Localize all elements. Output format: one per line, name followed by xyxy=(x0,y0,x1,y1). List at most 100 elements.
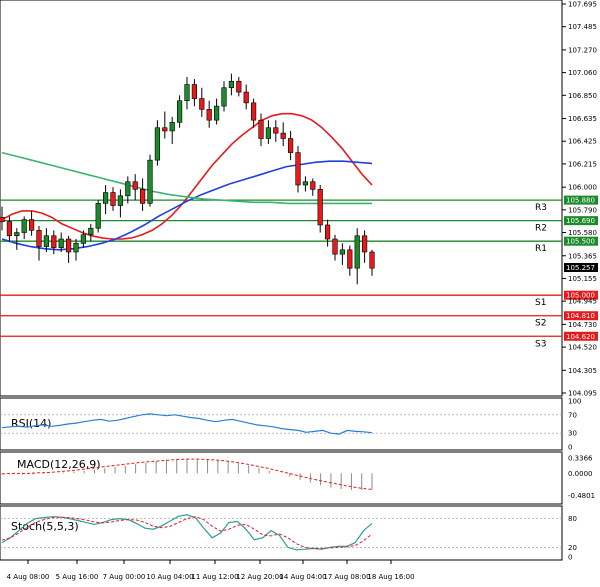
price-tick-label: 105.365 xyxy=(568,252,597,260)
candle-body xyxy=(265,127,272,139)
time-tick-label: 4 Aug 08:00 xyxy=(7,573,50,581)
moving-average-1 xyxy=(1,112,373,240)
level-tags: 105.880 105.690 105.500 105.000 104.810 104.6… xyxy=(564,195,598,341)
price-tick-label: 106.215 xyxy=(568,160,597,168)
candle-body xyxy=(206,109,212,121)
candle-body xyxy=(88,227,94,235)
candle-body xyxy=(140,189,146,204)
candle-body xyxy=(132,181,138,190)
level-price-box xyxy=(564,216,598,226)
level-price-box xyxy=(564,236,598,246)
time-tick-label: 11 Aug 12:00 xyxy=(191,573,238,581)
level-price-label: 104.810 xyxy=(566,312,595,320)
price-tick-label: 104.730 xyxy=(568,321,597,329)
candle-body xyxy=(354,235,360,269)
candle-body xyxy=(191,84,198,99)
price-tick-label: 107.270 xyxy=(568,46,597,54)
stoch-tick-label: 20 xyxy=(568,544,577,552)
moving-average-3 xyxy=(1,151,372,205)
price-tick-label: 106.425 xyxy=(568,138,597,146)
candle-body xyxy=(58,238,64,248)
rsi-tick-label: 30 xyxy=(568,430,577,438)
current-price-label: 105.257 xyxy=(566,264,595,272)
stoch-tick-label: 0 xyxy=(568,554,572,562)
price-tick-label: 107.695 xyxy=(568,1,597,9)
candle-body xyxy=(317,189,323,226)
candle-body xyxy=(110,192,116,206)
main-panel: R3 R2 R1 S1 S2 S3 105.880 105.690 105.500 105.00… xyxy=(0,0,598,398)
price-tick-label: 104.520 xyxy=(568,344,597,352)
level-price-box xyxy=(564,311,598,321)
time-tick-label: 18 Aug 16:00 xyxy=(367,573,414,581)
stoch-series: 80 20 0 xyxy=(0,514,577,562)
macd-tick-label: 0.3366 xyxy=(568,454,593,462)
candle-body xyxy=(236,80,242,93)
candle-body xyxy=(66,238,72,253)
price-tick-label: 106.635 xyxy=(568,115,597,123)
price-tick-label: 105.155 xyxy=(568,275,597,283)
candle-body xyxy=(214,105,220,121)
level-price-box xyxy=(564,195,598,205)
candle-body xyxy=(125,181,131,197)
price-tick-label: 105.580 xyxy=(568,229,597,237)
candle-body xyxy=(0,217,5,223)
macd-label: MACD(12,26,9) xyxy=(17,458,101,471)
time-tick-label: 14 Aug 04:00 xyxy=(279,573,326,581)
macd-panel-frame xyxy=(0,451,563,505)
main-panel-frame xyxy=(0,0,563,397)
level-price-box xyxy=(564,331,598,341)
candle-body xyxy=(251,102,257,121)
time-tick-label: 10 Aug 04:00 xyxy=(146,573,193,581)
price-tick-label: 105.790 xyxy=(568,206,597,214)
candle-body xyxy=(36,230,42,247)
time-tick-label: 17 Aug 08:00 xyxy=(323,573,370,581)
price-axis: 107.695 107.485 107.270 107.060 106.850 106.6… xyxy=(562,1,597,398)
candle-body xyxy=(332,238,338,255)
candle-body xyxy=(243,91,249,104)
rsi-label: RSI(14) xyxy=(11,417,51,430)
candle-body xyxy=(273,127,279,134)
rsi-line xyxy=(1,413,373,435)
candle-body xyxy=(339,249,346,255)
level-name-s3: S3 xyxy=(535,339,546,349)
rsi-series: 100 70 30 0 xyxy=(0,398,581,452)
rsi-tick-label: 0 xyxy=(568,444,572,452)
candle-body xyxy=(302,181,309,186)
candle-body xyxy=(228,80,235,89)
candle-body xyxy=(117,195,123,206)
price-tick-label: 104.095 xyxy=(568,390,597,398)
price-tick-label: 107.060 xyxy=(568,69,597,77)
macd-signal-line xyxy=(1,458,373,490)
level-price-label: 105.500 xyxy=(566,238,595,246)
candle-body xyxy=(199,98,205,110)
candle-body xyxy=(14,232,20,237)
candle-body xyxy=(28,219,35,231)
moving-averages xyxy=(1,112,373,251)
time-tick-label: 5 Aug 16:00 xyxy=(56,573,99,581)
stoch-tick-label: 80 xyxy=(568,515,577,523)
time-tick-label: 7 Aug 00:00 xyxy=(103,573,146,581)
candle-body xyxy=(361,235,368,253)
current-price-box xyxy=(564,263,598,272)
candle-body xyxy=(147,159,153,204)
stoch-panel-frame xyxy=(0,505,563,561)
level-price-label: 105.880 xyxy=(566,197,595,205)
level-price-label: 105.000 xyxy=(566,292,595,300)
macd-tick-label: -0.4801 xyxy=(568,492,595,500)
candle-body xyxy=(310,181,316,190)
candle-body xyxy=(169,122,175,132)
level-name-s1: S1 xyxy=(535,298,546,308)
candle-body xyxy=(73,243,79,253)
candle-body xyxy=(347,249,353,269)
rsi-panel-frame xyxy=(0,397,563,451)
moving-average-2 xyxy=(1,160,373,251)
candle-body xyxy=(221,87,227,107)
level-name-s2: S2 xyxy=(535,319,546,329)
macd-panel: MACD(12,26,9) 0.3366 0.0000 -0.4801 xyxy=(0,451,595,505)
candle-body xyxy=(51,235,57,248)
candles xyxy=(0,73,375,285)
level-price-box xyxy=(564,290,598,300)
rsi-tick-label: 100 xyxy=(568,398,581,406)
